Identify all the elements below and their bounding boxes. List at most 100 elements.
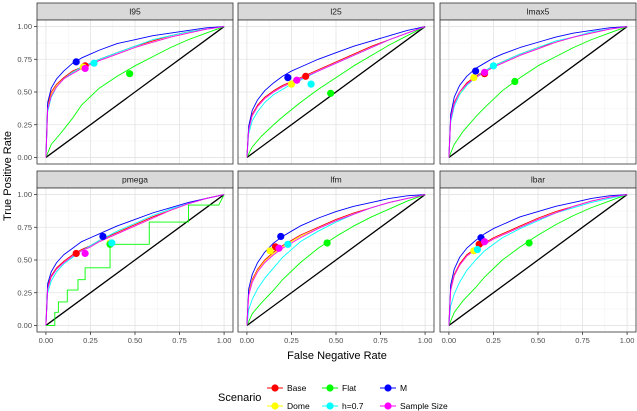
x-tick-label: 0.50: [128, 336, 143, 345]
y-tick-label: 0.25: [17, 120, 32, 129]
legend-label: Base: [287, 383, 307, 393]
roc-line-l25-m: [246, 26, 426, 158]
roc-line-lmax5-m: [448, 26, 628, 158]
roc-point-l25-base: [302, 72, 310, 80]
panel-curves-pmega: [45, 194, 225, 326]
panel-curves-lbar: [448, 194, 628, 326]
legend-key-point: [271, 402, 279, 410]
x-tick-label: 0.00: [39, 336, 54, 345]
panel-l25: l25: [237, 2, 435, 165]
roc-point-lbar-h-0-7: [473, 245, 482, 254]
y-tick-label: 1.00: [17, 22, 32, 31]
roc-line-pmega-m: [45, 194, 225, 326]
panel-border-l25: [237, 19, 435, 165]
legend-key-point: [326, 384, 334, 392]
legend-label: Sample Size: [400, 401, 448, 411]
x-tick-label: 1.00: [418, 336, 433, 345]
x-tick-label: 0.75: [575, 336, 590, 345]
roc-point-l95-m: [72, 58, 80, 66]
roc-point-l95-h-0-7: [90, 59, 98, 67]
x-tick-label: 0.00: [240, 336, 255, 345]
panel-grid-l25: [238, 20, 434, 164]
roc-point-lfm-h-0-7: [284, 240, 292, 248]
x-tick-label: 0.50: [531, 336, 546, 345]
roc-point-lfm-flat: [323, 239, 331, 247]
roc-point-lfm-m: [277, 232, 285, 241]
roc-line-lbar-m: [448, 194, 628, 326]
roc-line-lbar-sample-size: [448, 194, 628, 326]
roc-line-l95-m: [45, 26, 225, 158]
roc-point-lmax5-m: [472, 67, 480, 75]
panel-curves-lfm: [246, 194, 426, 326]
x-tick-label: 0.00: [442, 336, 457, 345]
diagonal-line-l25: [246, 26, 426, 158]
y-tick-label: 0.50: [17, 88, 32, 97]
legend-entry-flat: Flat: [322, 383, 357, 393]
panel-lmax5: lmax5: [439, 2, 637, 165]
roc-line-lmax5-sample-size: [448, 26, 628, 158]
roc-point-lbar-flat: [525, 239, 533, 247]
roc-point-l25-sample-size: [293, 76, 301, 84]
roc-point-pmega-h-0-7: [108, 239, 116, 247]
panel-points-l25: [284, 72, 335, 97]
roc-line-lbar-h-0-7: [448, 194, 628, 326]
legend-entry-h-0-7: h=0.7: [322, 401, 364, 411]
panel-points-pmega: [72, 232, 116, 258]
x-tick-label: 0.25: [284, 336, 299, 345]
roc-line-lfm-sample-size: [246, 194, 426, 326]
panel-title-lfm: lfm: [330, 175, 341, 185]
roc-line-pmega-sample-size: [45, 194, 225, 326]
legend-label: M: [400, 383, 407, 393]
panel-title-lmax5: lmax5: [527, 7, 550, 17]
diagonal-line-pmega: [45, 194, 225, 326]
y-tick-label: 0.75: [17, 55, 32, 64]
x-tick-label: 0.75: [172, 336, 187, 345]
roc-point-lmax5-flat: [511, 77, 519, 86]
diagonal-line-lbar: [448, 194, 628, 326]
y-tick-label: 1.00: [17, 190, 32, 199]
y-tick-label: 0.00: [17, 321, 32, 330]
roc-point-l25-flat: [327, 89, 335, 97]
facet-panels: l95 0.00 0.25 0.50 0.75 1.00 l25 lmax5 pmega 0.00…: [17, 2, 637, 345]
legend-entry-dome: Dome: [267, 401, 310, 411]
legend-key-point: [384, 384, 392, 392]
legend-entry-sample-size: Sample Size: [380, 401, 448, 411]
diagonal-line-lmax5: [448, 26, 628, 158]
y-tick-label: 0.75: [17, 223, 32, 232]
roc-point-lmax5-dome: [470, 74, 478, 82]
panel-border-lmax5: [439, 19, 637, 165]
panel-title-l95: l95: [129, 7, 141, 17]
panel-title-l25: l25: [330, 7, 342, 17]
panel-lbar: lbar 0.00 0.25 0.50 0.75 1.00: [439, 170, 637, 345]
panel-points-l95: [72, 58, 134, 78]
roc-line-lmax5-h-0-7: [448, 26, 628, 158]
legend-entry-base: Base: [267, 383, 307, 393]
panel-title-lbar: lbar: [531, 175, 545, 185]
x-tick-label: 1.00: [217, 336, 232, 345]
x-tick-label: 0.50: [329, 336, 344, 345]
roc-point-pmega-sample-size: [81, 249, 89, 258]
diagonal-line-l95: [45, 26, 225, 158]
roc-point-lbar-sample-size: [480, 238, 489, 246]
roc-line-lfm-m: [246, 194, 426, 326]
legend-label: Dome: [287, 401, 310, 411]
y-tick-label: 0.25: [17, 288, 32, 297]
diagonal-line-lfm: [246, 194, 426, 326]
y-tick-label: 0.00: [17, 153, 32, 162]
panel-points-lmax5: [470, 62, 519, 86]
roc-point-l25-dome: [287, 80, 296, 88]
roc-line-l95-flat: [45, 26, 225, 158]
roc-point-lfm-sample-size: [275, 244, 283, 252]
roc-line-lfm-flat: [246, 194, 426, 326]
panel-points-lbar: [470, 234, 533, 255]
panel-pmega: pmega 0.00 0.25 0.50 0.75 1.00 0.00 0.25 0.50 0.7…: [17, 170, 234, 345]
legend-key-point: [384, 402, 392, 410]
legend-key-point: [271, 384, 279, 392]
y-tick-label: 0.50: [17, 256, 32, 265]
legend: Scenario Base Dome Flat h=0.7 M Sample Size: [218, 383, 448, 411]
roc-point-l25-h-0-7: [307, 80, 315, 88]
x-axis-title: False Negative Rate: [287, 350, 387, 362]
roc-point-lmax5-h-0-7: [489, 62, 498, 70]
x-tick-label: 0.25: [486, 336, 501, 345]
panel-title-pmega: pmega: [122, 175, 148, 185]
